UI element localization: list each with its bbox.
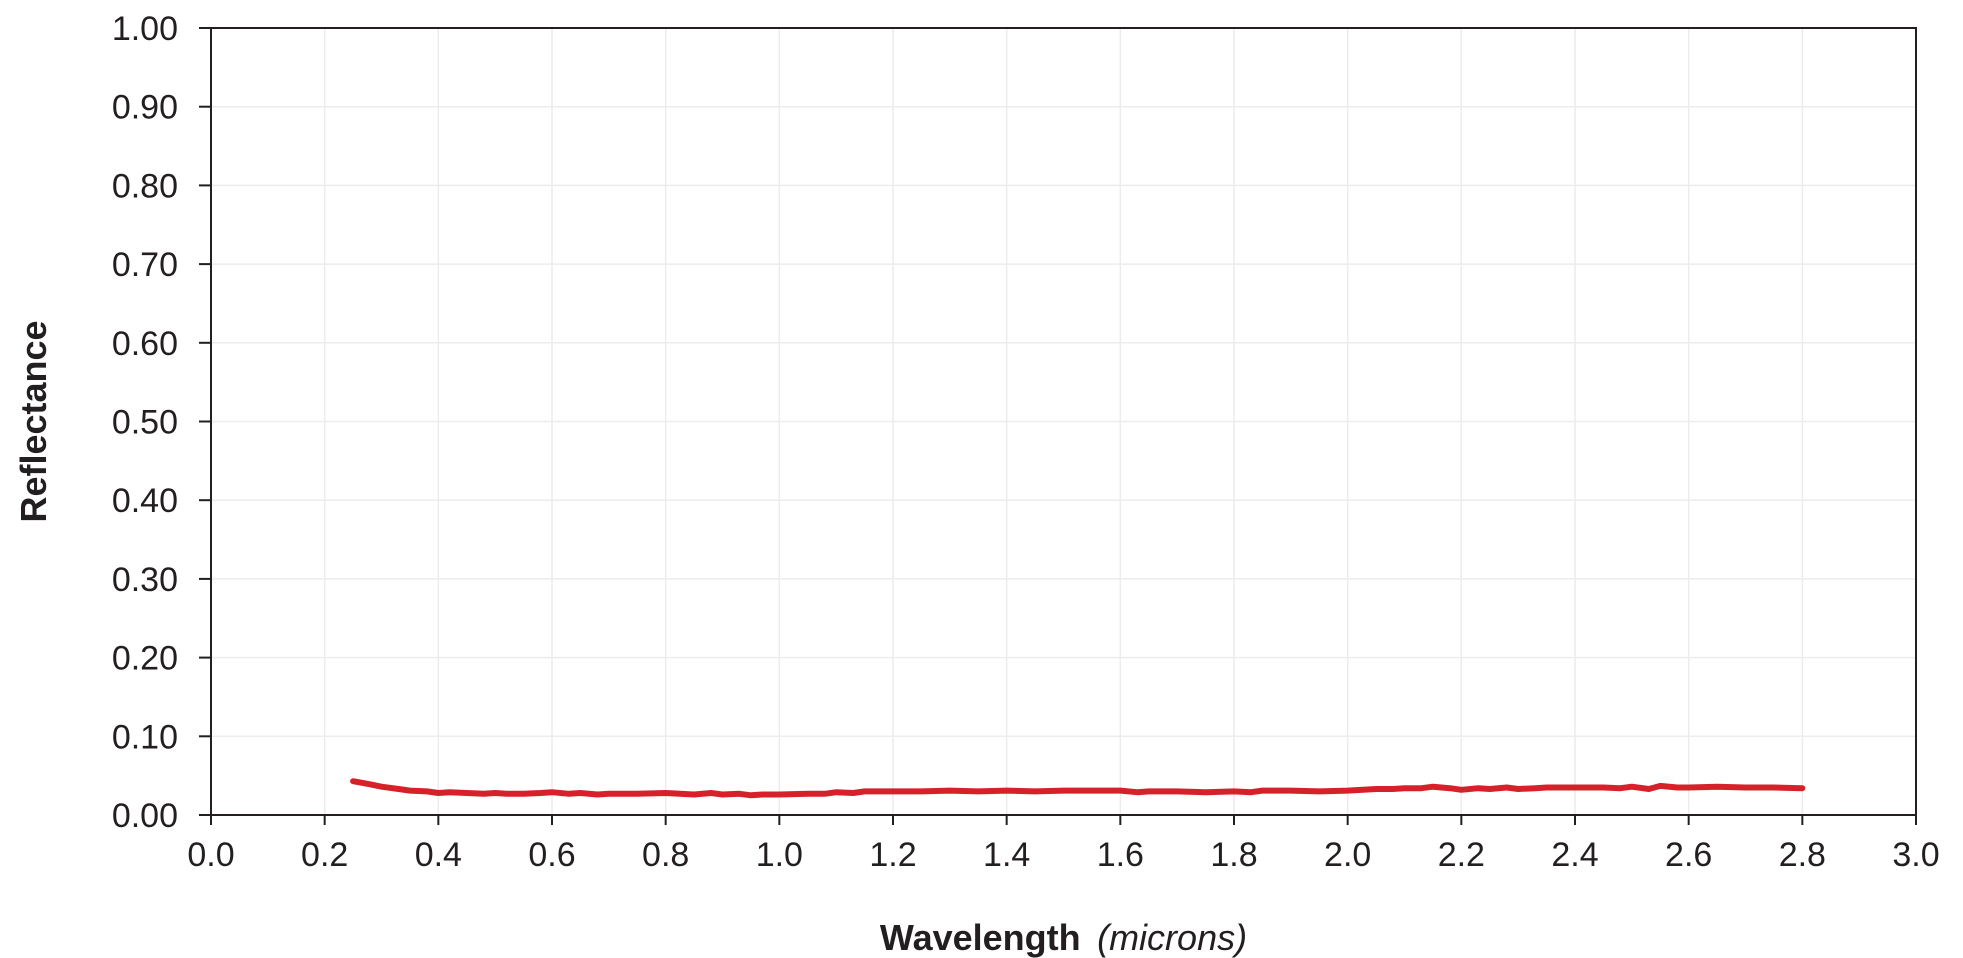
x-axis-tick-labels: 0.0 0.2 0.4 0.6 0.8 1.0 1.2 1.4 1.6 1.8 2.0 2.2 2.4 2… [187,836,1939,874]
x-tick-label: 1.0 [756,836,803,874]
grid-lines [211,28,1916,815]
y-axis-tick-labels: 0.00 0.10 0.20 0.30 0.40 0.50 0.60 0.70 0.80 0.90… [112,10,178,835]
x-tick-label: 0.0 [187,836,234,874]
y-tick-label: 0.20 [112,640,178,678]
y-tick-label: 0.00 [112,797,178,835]
x-tick-label: 0.2 [301,836,348,874]
x-axis-title: Wavelength (microns) [880,917,1247,958]
y-tick-label: 0.70 [112,246,178,284]
x-tick-label: 1.8 [1210,836,1257,874]
y-tick-label: 0.40 [112,482,178,520]
y-tick-label: 0.10 [112,718,178,756]
x-axis-title-main: Wavelength [880,917,1081,958]
y-axis-title: Reflectance [13,320,54,522]
reflectance-series-line [350,778,1806,799]
x-tick-label: 0.6 [528,836,575,874]
x-tick-label: 1.4 [983,836,1030,874]
y-tick-label: 0.60 [112,325,178,363]
series-layer [350,778,1806,799]
y-tick-label: 0.30 [112,561,178,599]
x-tick-label: 2.2 [1438,836,1485,874]
x-tick-label: 0.8 [642,836,689,874]
y-tick-label: 1.00 [112,10,178,48]
x-tick-label: 3.0 [1892,836,1939,874]
x-tick-label: 2.8 [1779,836,1826,874]
y-tick-label: 0.50 [112,404,178,442]
x-tick-label: 2.4 [1551,836,1598,874]
x-axis-title-unit: (microns) [1097,917,1247,958]
axis-tick-marks [199,27,1917,825]
x-tick-label: 2.0 [1324,836,1371,874]
x-tick-label: 0.4 [415,836,462,874]
y-tick-label: 0.90 [112,89,178,127]
x-tick-label: 1.6 [1097,836,1144,874]
y-tick-label: 0.80 [112,167,178,205]
x-tick-label: 2.6 [1665,836,1712,874]
x-tick-label: 1.2 [869,836,916,874]
